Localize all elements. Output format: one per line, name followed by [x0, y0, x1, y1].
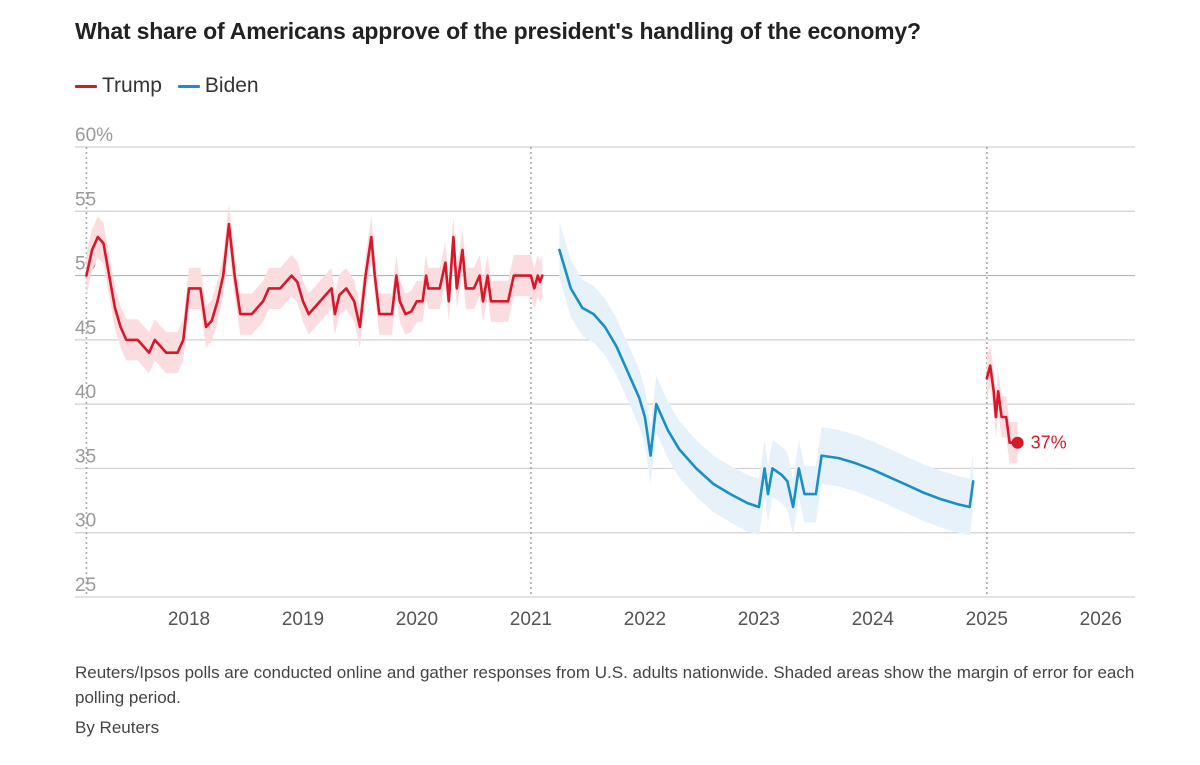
- footnote: Reuters/Ipsos polls are conducted online…: [75, 663, 1135, 707]
- legend: Trump Biden: [75, 74, 275, 98]
- end-label-trump: 37%: [1031, 433, 1067, 453]
- x-tick-label-2024: 2024: [852, 609, 895, 630]
- end-point-trump: [1011, 436, 1024, 449]
- legend-label-biden: Biden: [204, 74, 259, 97]
- x-tick-label-2022: 2022: [624, 609, 666, 630]
- x-tick-label-2020: 2020: [396, 609, 438, 630]
- y-tick-label-60: 60%: [75, 125, 113, 146]
- y-tick-label-25: 25: [75, 575, 96, 596]
- legend-swatch-trump: [75, 84, 97, 88]
- series-line-trump-0: [85, 222, 544, 355]
- margin-band-biden-0: [559, 221, 974, 536]
- y-tick-label-40: 40: [75, 382, 96, 403]
- legend-item-biden: Biden: [177, 74, 259, 98]
- x-tick-label-2018: 2018: [168, 609, 210, 630]
- legend-item-trump: Trump: [75, 74, 162, 98]
- x-tick-label-2025: 2025: [966, 609, 1008, 630]
- series-line-biden-0: [558, 248, 975, 509]
- x-tick-label-2026: 2026: [1080, 609, 1122, 630]
- x-tick-label-2021: 2021: [510, 609, 552, 630]
- series-line-trump-1: [985, 364, 1019, 445]
- legend-swatch-biden: [177, 84, 200, 88]
- chart-title: What share of Americans approve of the p…: [75, 18, 921, 44]
- x-tick-label-2023: 2023: [738, 609, 780, 630]
- y-tick-label-45: 45: [75, 318, 96, 339]
- byline: By Reuters: [75, 718, 160, 737]
- margin-band-trump-1: [986, 345, 1018, 464]
- y-tick-label-55: 55: [75, 189, 96, 210]
- y-tick-label-30: 30: [75, 511, 96, 532]
- margin-band-trump-0: [86, 203, 543, 374]
- y-tick-label-35: 35: [75, 446, 96, 467]
- x-tick-label-2019: 2019: [282, 609, 324, 630]
- legend-label-trump: Trump: [102, 74, 162, 97]
